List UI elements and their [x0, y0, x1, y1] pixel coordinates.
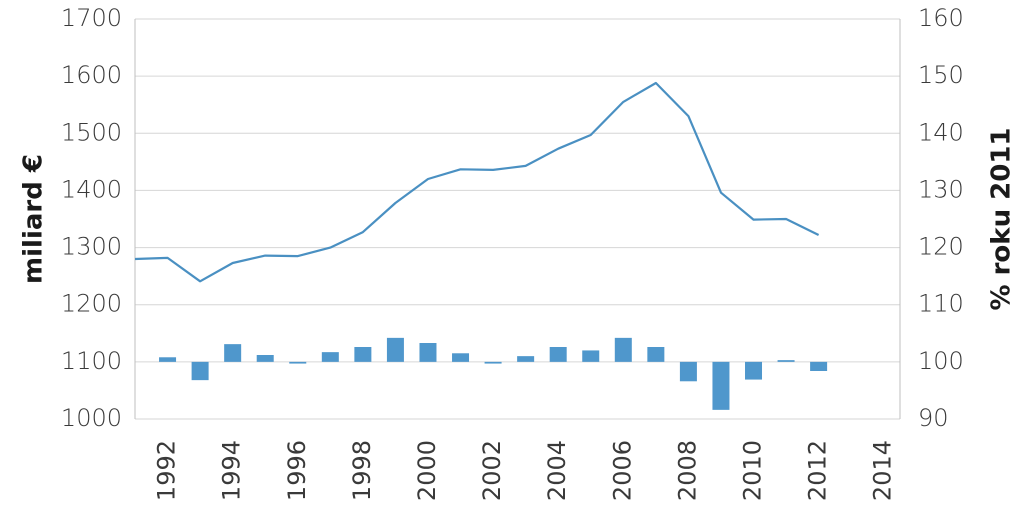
- bar-2001: [452, 353, 470, 362]
- x-tick-label: 2010: [739, 440, 767, 501]
- bar-1996: [289, 361, 307, 364]
- bar-2010: [745, 361, 763, 380]
- y-right-tick-label: 90: [918, 404, 949, 432]
- y-right-tick-label: 120: [918, 233, 964, 261]
- bar-1997: [321, 352, 339, 362]
- bar-2011: [777, 360, 795, 362]
- x-tick-label: 2006: [608, 440, 636, 501]
- x-tick-label: 1992: [153, 440, 181, 501]
- y-left-tick-label: 1500: [61, 118, 122, 146]
- y-axis-right-title: % roku 2011: [987, 127, 1017, 310]
- x-tick-label: 2004: [543, 440, 571, 501]
- x-tick-label: 2014: [869, 440, 897, 501]
- bar-2007: [647, 347, 665, 362]
- bar-2006: [614, 337, 632, 362]
- y-right-tick-label: 160: [918, 4, 964, 32]
- y-right-tick-label: 100: [918, 347, 964, 375]
- y-right-tick-label: 150: [918, 61, 964, 89]
- x-tick-label: 2000: [413, 440, 441, 501]
- y-left-tick-label: 1300: [61, 233, 122, 261]
- x-tick-label: 2012: [804, 440, 832, 501]
- bar-2009: [712, 361, 730, 410]
- y-right-tick-label: 130: [918, 175, 964, 203]
- x-tick-label: 1996: [283, 440, 311, 501]
- bar-series: [159, 337, 828, 410]
- bar-1999: [386, 337, 404, 362]
- bar-2004: [549, 347, 567, 362]
- y-axis-left: 1000 1100 1200 1300 1400 1500 1600 1700: [61, 4, 122, 432]
- y-left-tick-label: 1700: [61, 4, 122, 32]
- y-left-tick-label: 1000: [61, 404, 122, 432]
- bar-2002: [484, 361, 502, 364]
- y-axis-left-title: miliard €: [19, 154, 49, 284]
- y-left-tick-label: 1400: [61, 175, 122, 203]
- bar-2003: [517, 356, 535, 362]
- bar-1992: [159, 357, 177, 362]
- line-path: [134, 81, 820, 283]
- x-tick-label: 2008: [673, 440, 701, 501]
- y-axis-right: 90 100 110 120 130 140 150 160: [918, 4, 964, 432]
- y-left-tick-label: 1100: [61, 347, 122, 375]
- x-tick-label: 1994: [218, 440, 246, 501]
- y-left-tick-label: 1200: [61, 290, 122, 318]
- x-tick-label: 2002: [478, 440, 506, 501]
- x-axis: 1992 1994 1996 1998 2000 2002 2004 2006 2008 2010…: [153, 440, 897, 501]
- y-left-tick-label: 1600: [61, 61, 122, 89]
- bar-2008: [679, 361, 697, 382]
- bar-2012: [810, 361, 828, 371]
- x-tick-label: 1998: [348, 440, 376, 501]
- bar-2005: [582, 350, 600, 362]
- bar-1998: [354, 347, 372, 362]
- bar-1994: [224, 344, 242, 362]
- line-series: [134, 81, 820, 283]
- bar-1993: [191, 361, 209, 381]
- y-right-tick-label: 110: [918, 290, 964, 318]
- bar-2000: [419, 343, 437, 362]
- y-right-tick-label: 140: [918, 118, 964, 146]
- bar-1995: [256, 355, 274, 362]
